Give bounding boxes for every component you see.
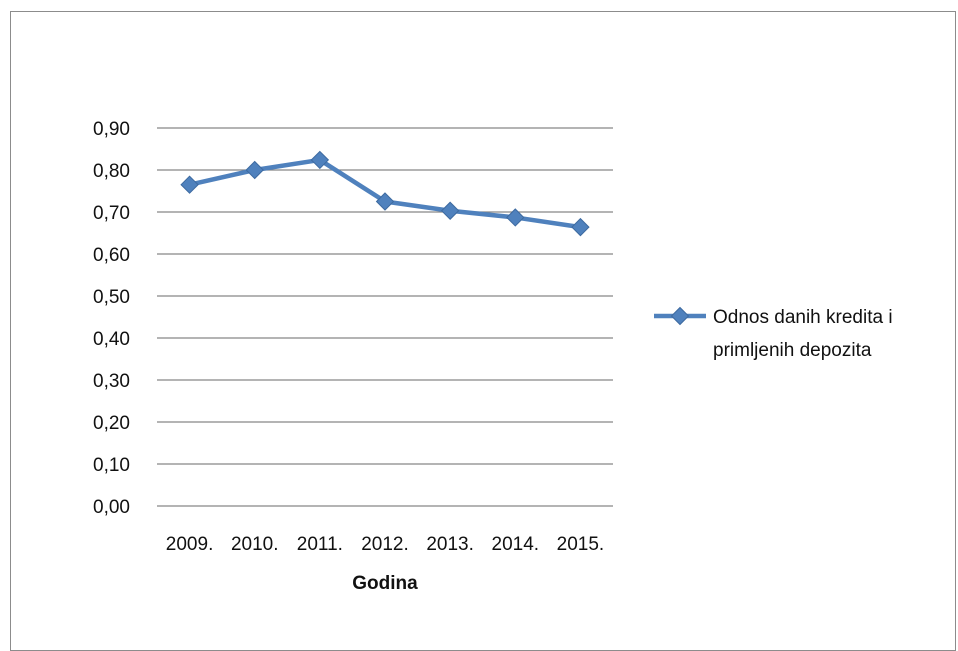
y-tick-label: 0,00 (93, 497, 130, 518)
y-tick-label: 0,50 (93, 287, 130, 308)
x-tick-label: 2009. (166, 534, 214, 555)
x-tick-label: 2014. (492, 534, 540, 555)
x-tick-label: 2013. (426, 534, 474, 555)
y-tick-label: 0,20 (93, 413, 130, 434)
y-axis-ticks: 0,00 0,10 0,20 0,30 0,40 0,50 0,60 0,70 0,80 0,90 (93, 119, 130, 518)
legend-label-line-2: primljenih depozita (713, 340, 872, 361)
data-point (245, 160, 264, 180)
x-tick-label: 2012. (361, 534, 409, 555)
y-tick-label: 0,90 (93, 119, 130, 140)
data-point (571, 217, 590, 237)
chart-frame (10, 11, 956, 651)
x-axis-ticks: 2009. 2010. 2011. 2012. 2013. 2014. 2015. (166, 534, 604, 555)
x-axis-label: Godina (352, 573, 418, 594)
data-point (180, 175, 199, 194)
y-tick-label: 0,70 (93, 203, 130, 224)
data-point (506, 208, 525, 227)
gridlines (157, 127, 613, 507)
data-point (375, 192, 395, 211)
legend-label-line-1: Odnos danih kredita i (713, 307, 893, 328)
y-tick-label: 0,10 (93, 455, 130, 476)
x-tick-label: 2010. (231, 534, 279, 555)
data-point (310, 150, 330, 170)
legend-marker (670, 306, 690, 326)
y-tick-label: 0,30 (93, 371, 130, 392)
x-tick-label: 2011. (297, 534, 343, 555)
y-tick-label: 0,40 (93, 329, 130, 350)
series-layer (180, 150, 590, 237)
x-tick-label: 2015. (557, 534, 605, 555)
legend: Odnos danih kredita i primljenih depozit… (654, 306, 893, 361)
y-tick-label: 0,80 (93, 161, 130, 182)
y-tick-label: 0,60 (93, 245, 130, 266)
data-point (440, 201, 460, 220)
